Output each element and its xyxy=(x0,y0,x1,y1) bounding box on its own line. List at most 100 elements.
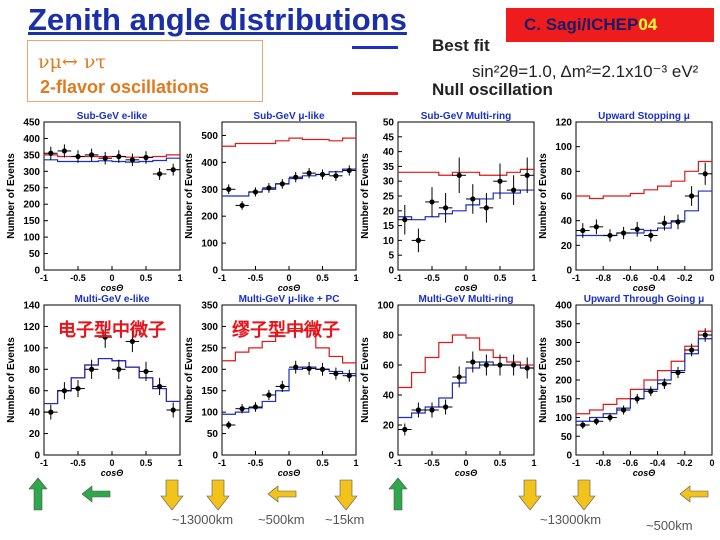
chart8-ytick-label: 350 xyxy=(555,319,572,330)
chart3-ytick-label: 50 xyxy=(383,118,395,129)
chart5-ytick-label: 80 xyxy=(29,365,41,376)
chart3-data-point xyxy=(443,205,449,211)
chart7-data-point xyxy=(510,362,517,368)
chart6-data-point xyxy=(293,364,299,370)
chart7-data-point xyxy=(456,374,462,380)
oscillation-box: νμ↔ ντ 2-flavor oscillations xyxy=(27,40,263,102)
chart4-data-point xyxy=(661,220,668,226)
chart8-series-best-fit xyxy=(576,338,712,422)
chart8-xtick-label: -0.2 xyxy=(677,458,693,468)
chart3-series-null xyxy=(398,168,534,176)
chart3-xtick-label: -1 xyxy=(394,273,402,283)
chart5-data-point xyxy=(48,409,54,415)
chart5-ytick-label: 120 xyxy=(23,322,40,333)
chart4-xtick-label: -0.4 xyxy=(650,273,666,283)
chart6-ytick-label: 0 xyxy=(212,451,218,462)
chart7-xtick-label: 0.5 xyxy=(494,458,507,468)
chart6-ylabel: Number of Events xyxy=(184,337,195,423)
chart5-xtick-label: 0.5 xyxy=(140,458,153,468)
legend-best-fit-params: sin²2θ=1.0, Δm²=2.1x10⁻³ eV² xyxy=(472,62,699,81)
chart4-data-point xyxy=(702,171,708,177)
chart5-data-point xyxy=(116,366,122,372)
chart7-ylabel: Number of Events xyxy=(360,337,371,423)
arrow-left-icon xyxy=(679,485,709,503)
chart3-xtick-label: 0 xyxy=(463,273,468,283)
slide-title: Zenith angle distributions xyxy=(28,2,407,37)
chart8-ytick-label: 250 xyxy=(555,357,572,368)
chart1-ytick-label: 250 xyxy=(23,183,40,194)
annotation-electron-like: 电子型中微子 xyxy=(58,320,166,340)
chart8-data-point xyxy=(621,407,627,413)
chart4-data-point xyxy=(648,232,654,239)
credit-author: C. Sagi xyxy=(524,15,582,34)
chart8-title: Upward Through Going μ xyxy=(584,294,705,305)
chart8-data-point xyxy=(580,422,586,428)
chart8-ytick-label: 0 xyxy=(566,451,572,462)
chart5-ytick-label: 20 xyxy=(29,429,41,440)
chart4-ylabel: Number of Events xyxy=(538,153,549,239)
chart7-ytick-label: 80 xyxy=(383,331,395,342)
chart7-data-point xyxy=(497,362,503,368)
chart2-ylabel: Number of Events xyxy=(184,153,195,239)
chart1-ytick-label: 0 xyxy=(34,266,40,277)
chart4-ytick-label: 120 xyxy=(555,118,572,129)
chart5-data-point xyxy=(75,385,81,392)
chart4-xtick-label: 0 xyxy=(709,273,714,283)
chart6-series-null xyxy=(222,327,356,364)
distance-label-1: ~13000km xyxy=(172,512,234,527)
chart6-xtick-label: 0 xyxy=(286,458,291,468)
chart2-data-point xyxy=(266,185,272,191)
chart4-xtick-label: -1 xyxy=(572,273,580,283)
chart5-ytick-label: 100 xyxy=(23,343,40,354)
chart8-ytick-label: 150 xyxy=(555,394,572,405)
chart1-data-point xyxy=(143,154,149,161)
chart1-xtick-label: 1 xyxy=(177,273,182,283)
chart2-ytick-label: 200 xyxy=(201,212,218,223)
chart1-xtick-label: -1 xyxy=(40,273,48,283)
chart6-ytick-label: 200 xyxy=(201,365,218,376)
chart2-xtick-label: 0 xyxy=(286,273,291,283)
chart4-ytick-label: 0 xyxy=(566,266,572,277)
chart5-xtick-label: 0 xyxy=(109,458,114,468)
chart1-ytick-label: 100 xyxy=(23,233,40,244)
chart6-ytick-label: 350 xyxy=(201,301,218,312)
chart4-data-point xyxy=(580,227,586,234)
chart5-data-point xyxy=(143,368,149,375)
chart4-data-point xyxy=(621,230,627,236)
chart6-xlabel: cosΘ xyxy=(278,468,301,478)
chart6-data-point xyxy=(226,422,232,428)
chart6-data-point xyxy=(333,370,339,377)
chart1-data-point xyxy=(157,171,163,177)
chart8-ytick-label: 300 xyxy=(555,338,572,349)
chart8-xlabel: cosΘ xyxy=(633,468,656,478)
arrow-left-icon xyxy=(267,485,297,503)
chart3-ytick-label: 0 xyxy=(388,266,394,277)
chart1-ytick-label: 400 xyxy=(23,134,40,145)
chart1-xtick-label: 0 xyxy=(109,273,114,283)
chart5-ytick-label: 140 xyxy=(23,301,40,312)
chart5-xtick-label: 1 xyxy=(177,458,182,468)
chart2-xtick-label: -0.5 xyxy=(248,273,264,283)
chart3-ytick-label: 10 xyxy=(383,236,395,247)
chart8-data-point xyxy=(607,414,613,421)
annotation-muon-like: 缪子型中微子 xyxy=(232,320,340,340)
distance-label-4: ~13000km xyxy=(540,512,602,527)
direction-arrows xyxy=(28,477,709,511)
chart5-data-point xyxy=(61,388,67,394)
credit-slash: / xyxy=(581,15,587,34)
chart2-xtick-label: 0.5 xyxy=(316,273,329,283)
chart5-xlabel: cosΘ xyxy=(101,468,124,478)
chart4-ytick-label: 100 xyxy=(555,142,572,153)
chart1-data-point xyxy=(116,153,122,160)
chart4-ytick-label: 60 xyxy=(561,192,573,203)
chart5-ytick-label: 40 xyxy=(29,408,41,419)
arrow-down-icon xyxy=(518,479,542,511)
chart1-ytick-label: 450 xyxy=(23,118,40,129)
chart6-data-point xyxy=(279,383,285,390)
chart2-data-point xyxy=(333,173,339,179)
chart4-xtick-label: -0.8 xyxy=(595,273,611,283)
chart8-data-point xyxy=(689,347,695,353)
chart3-data-point xyxy=(483,205,489,211)
chart8-ytick-label: 50 xyxy=(561,432,573,443)
chart1-xlabel: cosΘ xyxy=(101,283,124,293)
